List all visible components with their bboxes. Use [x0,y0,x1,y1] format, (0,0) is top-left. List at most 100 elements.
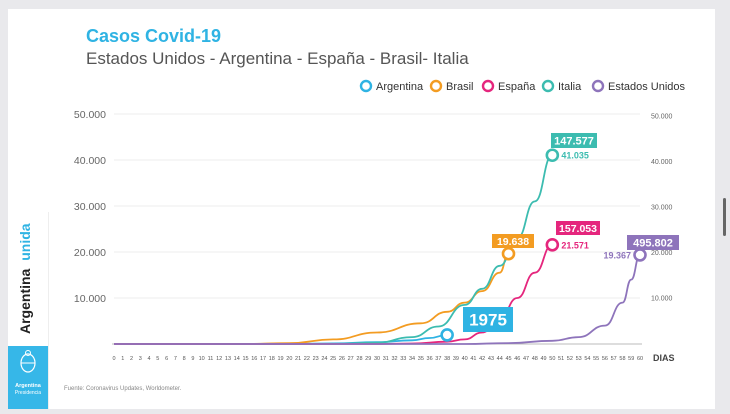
presidencia-logo: Argentina Presidencia [8,346,48,409]
callout-value-italia: 147.577 [554,135,594,147]
y-tick-label-right: 30.000 [651,205,673,212]
series-layer: 1975 19.638 157.053 21.571 147.577 41.035 495.… [113,133,679,345]
x-tick-label: 49 [541,356,547,362]
y-tick-label-right: 10.000 [651,296,673,303]
callout-box-italia [551,133,597,148]
end-marker-estados-unidos [633,248,647,262]
x-tick-label: 22 [304,356,310,362]
x-tick-label: 24 [321,356,327,362]
x-tick-label: 20 [286,356,292,362]
x-tick-label: 59 [628,356,634,362]
x-tick-label: 54 [584,356,590,362]
legend-marker-estados-unidos [591,79,605,93]
x-tick-label: 44 [497,356,503,362]
x-tick-label: 12 [216,356,222,362]
x-tick-label: 8 [183,356,186,362]
page-title: Casos Covid-19 [86,26,222,46]
legend-marker-argentina [359,79,373,93]
x-tick-label: 51 [558,356,564,362]
x-tick-label: 31 [383,356,389,362]
x-tick-label: 53 [576,356,582,362]
end-label-italia: 41.035 [561,151,589,161]
x-tick-label: 45 [505,356,511,362]
x-tick-label: 16 [251,356,257,362]
legend-label-italia: Italia [558,81,582,93]
x-tick-label: 29 [365,356,371,362]
x-tick-label: 19 [278,356,284,362]
x-tick-label: 34 [409,356,415,362]
legend-label-españa: España [498,81,536,93]
chart-axes: 10.000 20.000 30.000 40.000 50.000 10.000 20.0… [74,109,675,363]
end-label-estados-unidos: 19.367 [603,250,631,260]
source-footnote: Fuente: Coronavirus Updates, Worldometer… [64,386,182,392]
x-tick-label: 0 [112,356,115,362]
x-tick-label: 23 [313,356,319,362]
x-tick-label: 38 [444,356,450,362]
end-marker-brasil [501,246,516,261]
scrollbar-thumb[interactable] [723,198,726,236]
x-tick-label: 14 [234,356,240,362]
x-tick-label: 5 [156,356,159,362]
x-tick-label: 27 [348,356,354,362]
x-tick-label: 37 [435,356,441,362]
x-tick-label: 48 [532,356,538,362]
callout-value-brasil: 19.638 [497,236,529,248]
svg-text:Argentina unida: Argentina unida [17,223,33,334]
x-tick-label: 57 [611,356,617,362]
x-tick-label: 39 [453,356,459,362]
x-tick-label: 4 [148,356,151,362]
chart-legend: Argentina Brasil España Italia Estados Unido… [359,79,686,93]
page-subtitle: Estados Unidos - Argentina - España - Br… [86,49,469,68]
y-tick-label-right: 40.000 [651,159,673,166]
x-tick-label: 28 [356,356,362,362]
end-marker-italia [545,148,560,163]
x-tick-label: 32 [391,356,397,362]
y-tick-label-left: 30.000 [74,201,106,213]
x-tick-label: 56 [602,356,608,362]
y-tick-label-left: 50.000 [74,109,106,121]
end-marker-argentina [440,328,454,342]
x-tick-label: 47 [523,356,529,362]
sidebar-vertical-brand: Argentina unida [17,223,33,334]
x-tick-label: 26 [339,356,345,362]
end-marker-españa [545,237,560,252]
y-tick-label-left: 40.000 [74,155,106,167]
series-line-estados-unidos [113,254,641,345]
legend-marker-españa [481,79,495,93]
x-tick-label: 6 [165,356,168,362]
x-tick-label: 10 [199,356,205,362]
y-tick-label-right: 50.000 [651,114,673,121]
callout-box-argentina [463,307,513,332]
x-tick-label: 33 [400,356,406,362]
x-tick-label: 9 [191,356,194,362]
x-tick-label: 7 [174,356,177,362]
x-tick-label: 52 [567,356,573,362]
end-label-españa: 21.571 [561,240,589,250]
x-tick-label: 50 [549,356,555,362]
sidebar-brand: Argentina unida Argentina Presidencia [8,212,49,409]
x-tick-label: 46 [514,356,520,362]
x-tick-label: 30 [374,356,380,362]
logo-line2: Presidencia [15,390,41,396]
x-tick-label: 58 [619,356,625,362]
legend-marker-italia [541,79,555,93]
x-tick-label: 13 [225,356,231,362]
callout-value-estados-unidos: 495.802 [633,237,673,249]
x-tick-label: 15 [242,356,248,362]
x-tick-label: 43 [488,356,494,362]
x-tick-label: 41 [470,356,476,362]
brand-right-text: unida [17,223,33,261]
x-tick-label: 60 [637,356,643,362]
x-tick-label: 21 [295,356,301,362]
brand-left-text: Argentina [17,268,33,334]
x-tick-label: 2 [130,356,133,362]
y-tick-label-left: 20.000 [74,247,106,259]
logo-line1: Argentina [15,383,42,389]
callout-value-españa: 157.053 [559,223,597,235]
legend-label-estados-unidos: Estados Unidos [608,81,686,93]
x-tick-label: 3 [139,356,142,362]
x-tick-label: 40 [462,356,468,362]
y-tick-label-right: 20.000 [651,250,673,257]
x-tick-label: 35 [418,356,424,362]
